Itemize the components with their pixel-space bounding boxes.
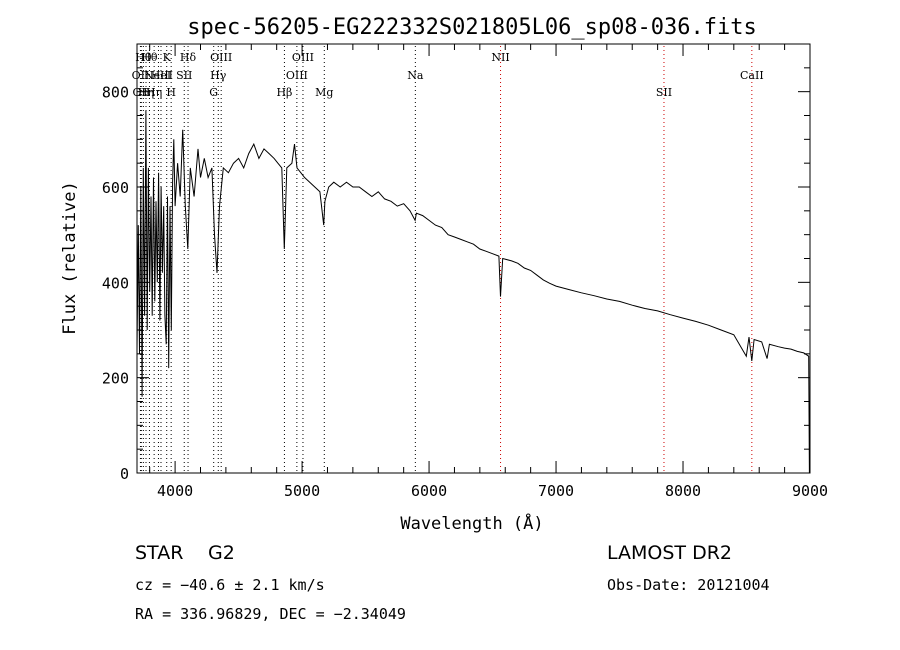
spectrum-series-line [136, 110, 810, 474]
x-tick-label: 5000 [284, 482, 320, 500]
line-marker-label: Hη [138, 86, 154, 99]
x-tick-label: 7000 [538, 482, 574, 500]
line-marker-label: SII [656, 86, 672, 99]
plot-frame [136, 43, 811, 474]
y-tick-label: 0 [120, 465, 129, 483]
x-axis-label: Wavelength (Å) [400, 512, 543, 534]
y-tick-label: 400 [102, 274, 129, 292]
spectrum-info-footer: STAR G2 LAMOST DR2 cz = −40.6 ± 2.1 km/s… [135, 542, 770, 623]
object-subclass: G2 [208, 542, 235, 564]
x-tick-label: 6000 [411, 482, 447, 500]
line-marker-label: OII [132, 69, 150, 82]
x-tick-label: 9000 [792, 482, 828, 500]
line-marker-label: OII [132, 86, 150, 99]
object-class: STAR [135, 542, 183, 564]
line-marker-label: HeI [151, 69, 171, 82]
line-marker-label: Hγ [210, 69, 227, 82]
y-tick-label: 600 [102, 179, 129, 197]
y-tick-label: 800 [102, 84, 129, 102]
line-marker-label: K [163, 51, 172, 64]
line-marker-label: Hη [146, 86, 162, 99]
line-marker-label: Hδ [180, 51, 197, 64]
line-marker-label: NeIII [144, 69, 173, 82]
x-tick-labels: 4000 5000 6000 7000 8000 9000 [157, 482, 828, 500]
line-marker-label: NII [491, 51, 509, 64]
emission-line-markers: OIIOIIHθHηHθHηNeIIIHeIKHSIIHδGHγOIIIHβOI… [132, 46, 764, 473]
survey-name: LAMOST DR2 [607, 542, 732, 564]
sky-coordinates: RA = 336.96829, DEC = −2.34049 [135, 605, 406, 623]
line-marker-label: CaII [740, 69, 764, 82]
y-tick-labels: 0 200 400 600 800 [102, 84, 129, 483]
line-marker-label: Hθ [135, 51, 152, 64]
line-marker-label: SII [176, 69, 192, 82]
line-marker-label: Na [407, 69, 424, 82]
line-marker-label: OIII [286, 69, 308, 82]
x-tick-label: 4000 [157, 482, 193, 500]
line-marker-label: Hβ [276, 86, 292, 99]
y-axis-label: Flux (relative) [60, 181, 80, 335]
x-tick-label: 8000 [665, 482, 701, 500]
line-marker-label: H [166, 86, 176, 99]
line-marker-label: OIII [210, 51, 232, 64]
axis-ticks [137, 44, 811, 474]
redshift-cz: cz = −40.6 ± 2.1 km/s [135, 576, 325, 594]
line-marker-label: OIII [292, 51, 314, 64]
line-marker-label: Hθ [141, 51, 158, 64]
observation-date: Obs-Date: 20121004 [607, 576, 770, 594]
line-marker-label: G [209, 86, 218, 99]
chart-title: spec-56205-EG222332S021805L06_sp08-036.f… [187, 15, 757, 40]
line-marker-label: Mg [315, 86, 333, 99]
y-tick-label: 200 [102, 370, 129, 388]
